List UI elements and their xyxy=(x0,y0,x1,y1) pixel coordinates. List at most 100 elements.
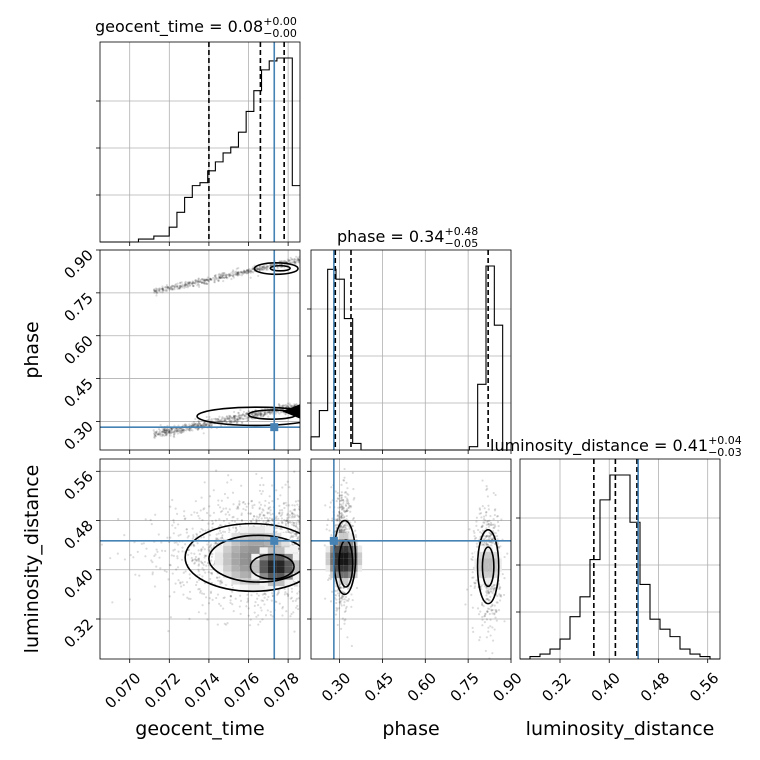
sample-point xyxy=(208,545,212,548)
sample-point xyxy=(159,423,162,427)
sample-point xyxy=(245,269,249,272)
sample-point xyxy=(484,612,487,615)
sample-point xyxy=(289,404,293,407)
sample-point xyxy=(205,279,209,282)
sample-point xyxy=(345,530,348,533)
sample-point xyxy=(293,580,296,584)
density-cell xyxy=(256,584,265,591)
sample-point xyxy=(330,590,334,593)
sample-point xyxy=(176,430,179,433)
sample-point xyxy=(491,639,495,642)
sample-point xyxy=(177,550,180,553)
sample-point xyxy=(281,404,285,407)
sample-point xyxy=(186,536,189,539)
density-cell xyxy=(343,552,349,559)
sample-point xyxy=(259,483,262,487)
sample-point xyxy=(249,512,252,516)
density-cell xyxy=(488,571,493,578)
sample-point xyxy=(172,532,175,535)
sample-point xyxy=(478,639,481,642)
sample-point xyxy=(170,428,173,431)
sample-point xyxy=(224,513,227,516)
sample-point xyxy=(285,404,289,407)
sample-point xyxy=(342,528,346,531)
sample-point xyxy=(158,556,161,559)
sample-point xyxy=(199,423,202,426)
panel-frame xyxy=(310,249,512,451)
sample-point xyxy=(152,429,155,432)
sample-point xyxy=(192,423,195,426)
sample-point xyxy=(229,419,233,422)
density-cell xyxy=(483,564,489,572)
sample-point xyxy=(252,271,255,274)
sample-point xyxy=(228,275,231,278)
sample-point xyxy=(342,479,346,482)
sample-point xyxy=(277,403,281,406)
sample-point xyxy=(257,516,260,519)
sample-point xyxy=(342,524,345,527)
title-upper-error: +0.48 xyxy=(444,225,478,238)
sample-point xyxy=(231,274,235,278)
sample-point xyxy=(489,532,492,535)
sample-point xyxy=(173,590,176,594)
sample-point xyxy=(277,403,281,406)
sample-point xyxy=(503,620,506,623)
sample-point xyxy=(263,412,267,416)
density-cell xyxy=(267,566,277,574)
sample-point xyxy=(271,500,274,503)
sample-point xyxy=(239,271,242,274)
sample-point xyxy=(219,537,222,540)
sample-point xyxy=(213,281,216,284)
sample-point xyxy=(252,414,255,417)
sample-point xyxy=(161,430,164,433)
density-cell xyxy=(357,565,363,572)
sample-point xyxy=(193,424,196,427)
sample-point xyxy=(153,291,156,294)
sample-point xyxy=(237,416,240,419)
sample-point xyxy=(271,263,274,266)
sample-point xyxy=(157,433,161,436)
sample-point xyxy=(337,594,341,597)
sample-point xyxy=(236,415,239,418)
sample-point xyxy=(168,431,171,434)
density-cell xyxy=(325,565,331,572)
density-cell xyxy=(357,545,363,553)
y-tick-label-phase: 0.75 xyxy=(60,289,96,325)
sample-point xyxy=(216,576,219,579)
sample-point xyxy=(220,536,224,539)
sample-point xyxy=(341,505,344,508)
panel-content xyxy=(311,459,511,659)
sample-point xyxy=(295,403,298,406)
sample-point xyxy=(222,272,226,275)
sample-point xyxy=(205,278,208,281)
sample-point xyxy=(204,278,208,281)
sample-point xyxy=(340,530,343,533)
sample-point xyxy=(263,514,266,517)
sample-point xyxy=(218,420,221,423)
sample-point xyxy=(163,430,166,433)
sample-point xyxy=(175,285,179,289)
y-tick-label-phase: 0.90 xyxy=(60,246,96,282)
sample-point xyxy=(297,259,300,262)
sample-point xyxy=(471,555,474,559)
sample-point xyxy=(250,499,254,503)
sample-point xyxy=(237,411,240,414)
sample-point xyxy=(259,503,263,506)
sample-point xyxy=(204,529,207,532)
sample-point xyxy=(297,515,300,518)
density-cell xyxy=(492,564,498,572)
sample-point xyxy=(173,433,176,436)
sample-point xyxy=(204,571,207,574)
density-cell xyxy=(256,539,265,546)
sample-point xyxy=(296,503,299,506)
sample-point xyxy=(159,290,162,293)
sample-point xyxy=(234,527,238,530)
sample-point xyxy=(488,538,491,541)
sample-point xyxy=(184,543,187,546)
sample-point xyxy=(488,599,491,602)
sample-point xyxy=(218,602,221,606)
sample-point xyxy=(238,414,241,417)
sample-point xyxy=(155,288,158,291)
sample-point xyxy=(481,479,484,482)
sample-point xyxy=(170,286,174,289)
